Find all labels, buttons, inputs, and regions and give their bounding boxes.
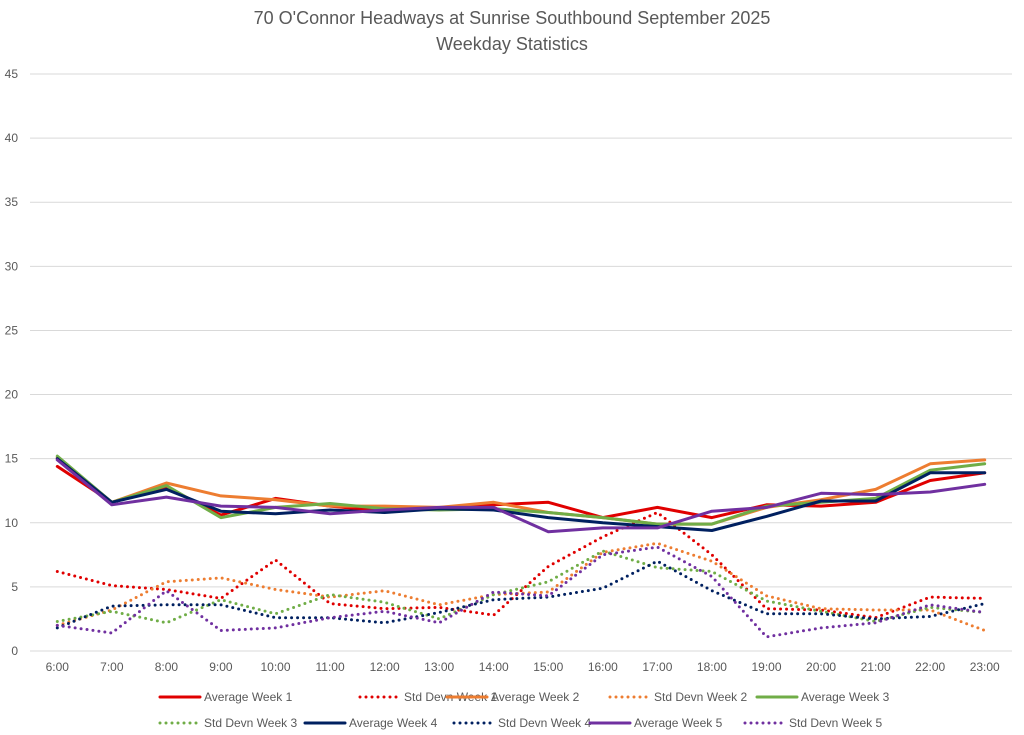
legend-label: Average Week 1 — [204, 690, 293, 704]
y-tick-label: 40 — [5, 131, 19, 145]
x-axis-ticks: 6:00 7:00 8:00 9:00 10:00 11:00 12:00 13:00 14:0… — [46, 660, 1000, 674]
x-tick-label: 13:00 — [424, 660, 454, 674]
x-tick-label: 20:00 — [806, 660, 836, 674]
series-line-std-devn-week-2 — [55, 541, 987, 632]
series-lines — [55, 454, 987, 639]
legend-label: Std Devn Week 4 — [498, 716, 591, 730]
legend-label: Std Devn Week 2 — [654, 690, 747, 704]
legend-label: Average Week 5 — [634, 716, 723, 730]
x-tick-label: 7:00 — [100, 660, 124, 674]
x-tick-label: 11:00 — [315, 660, 344, 674]
x-tick-label: 16:00 — [588, 660, 618, 674]
x-tick-label: 12:00 — [370, 660, 400, 674]
legend-label: Average Week 4 — [349, 716, 438, 730]
x-tick-label: 22:00 — [915, 660, 945, 674]
y-tick-label: 45 — [5, 67, 19, 81]
y-tick-label: 20 — [5, 388, 19, 402]
chart-title: 70 O'Connor Headways at Sunrise Southbou… — [254, 8, 771, 28]
gridlines — [30, 73, 1012, 652]
x-tick-label: 18:00 — [697, 660, 727, 674]
x-tick-label: 19:00 — [751, 660, 781, 674]
y-tick-label: 5 — [11, 580, 18, 594]
y-tick-label: 25 — [5, 323, 19, 337]
series-line-std-devn-week-1 — [55, 511, 987, 620]
series-line-average-week-5 — [55, 458, 987, 534]
y-tick-label: 0 — [11, 644, 18, 658]
legend-label: Average Week 2 — [491, 690, 580, 704]
x-tick-label: 9:00 — [209, 660, 233, 674]
y-tick-label: 10 — [5, 516, 19, 530]
series-line-average-week-1 — [55, 464, 987, 520]
y-tick-label: 35 — [5, 195, 19, 209]
series-line-average-week-4 — [55, 457, 987, 532]
x-tick-label: 8:00 — [155, 660, 179, 674]
legend-label: Std Devn Week 5 — [789, 716, 882, 730]
x-tick-label: 10:00 — [260, 660, 290, 674]
x-tick-label: 14:00 — [479, 660, 509, 674]
y-axis-ticks: 0 5 10 15 20 25 30 35 40 45 — [5, 67, 19, 658]
chart-subtitle: Weekday Statistics — [436, 34, 588, 54]
series-line-std-devn-week-3 — [55, 549, 987, 625]
series-line-std-devn-week-5 — [55, 545, 987, 639]
x-tick-label: 15:00 — [533, 660, 563, 674]
series-line-average-week-2 — [55, 455, 987, 526]
legend-label: Average Week 3 — [801, 690, 890, 704]
y-tick-label: 30 — [5, 259, 19, 273]
x-tick-label: 6:00 — [46, 660, 70, 674]
x-tick-label: 17:00 — [642, 660, 672, 674]
legend-label: Std Devn Week 3 — [204, 716, 297, 730]
x-tick-label: 21:00 — [861, 660, 891, 674]
x-tick-label: 23:00 — [970, 660, 1000, 674]
y-tick-label: 15 — [5, 452, 19, 466]
series-line-std-devn-week-4 — [55, 559, 987, 630]
